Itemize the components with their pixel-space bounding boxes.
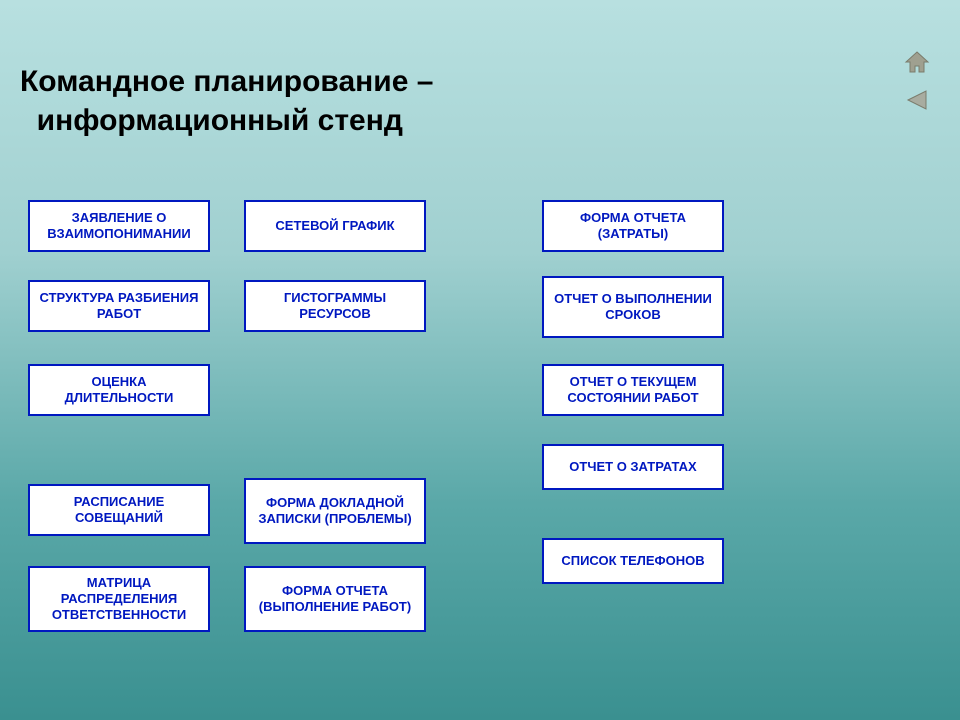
box-label: ОТЧЕТ О ЗАТРАТАХ (569, 459, 696, 475)
box-label: ОЦЕНКА ДЛИТЕЛЬНОСТИ (36, 374, 202, 407)
box-label: СЕТЕВОЙ ГРАФИК (275, 218, 394, 234)
box-duration-estimate[interactable]: ОЦЕНКА ДЛИТЕЛЬНОСТИ (28, 364, 210, 416)
box-label: ФОРМА ОТЧЕТА (ВЫПОЛНЕНИЕ РАБОТ) (252, 583, 418, 616)
title-line-2: информационный стенд (37, 104, 403, 137)
box-label: ГИСТОГРАММЫ РЕСУРСОВ (252, 290, 418, 323)
box-deadline-report[interactable]: ОТЧЕТ О ВЫПОЛНЕНИИ СРОКОВ (542, 276, 724, 338)
box-label: РАСПИСАНИЕ СОВЕЩАНИЙ (36, 494, 202, 527)
box-label: ОТЧЕТ О ВЫПОЛНЕНИИ СРОКОВ (550, 291, 716, 324)
title-line-1: Командное планирование – (20, 65, 433, 98)
box-label: МАТРИЦА РАСПРЕДЕЛЕНИЯ ОТВЕТСТВЕННОСТИ (36, 575, 202, 624)
box-label: СТРУКТУРА РАЗБИЕНИЯ РАБОТ (36, 290, 202, 323)
box-network-chart[interactable]: СЕТЕВОЙ ГРАФИК (244, 200, 426, 252)
nav-icons (902, 48, 932, 114)
box-cost-report[interactable]: ОТЧЕТ О ЗАТРАТАХ (542, 444, 724, 490)
box-label: ФОРМА ОТЧЕТА (ЗАТРАТЫ) (550, 210, 716, 243)
box-responsibility-matrix[interactable]: МАТРИЦА РАСПРЕДЕЛЕНИЯ ОТВЕТСТВЕННОСТИ (28, 566, 210, 632)
back-icon[interactable] (902, 86, 932, 114)
page-title: Командное планирование – информационный … (20, 62, 433, 140)
home-icon[interactable] (902, 48, 932, 76)
box-label: ФОРМА ДОКЛАДНОЙ ЗАПИСКИ (ПРОБЛЕМЫ) (252, 495, 418, 528)
box-meeting-schedule[interactable]: РАСПИСАНИЕ СОВЕЩАНИЙ (28, 484, 210, 536)
box-report-form-work[interactable]: ФОРМА ОТЧЕТА (ВЫПОЛНЕНИЕ РАБОТ) (244, 566, 426, 632)
box-label: ЗАЯВЛЕНИЕ О ВЗАИМОПОНИМАНИИ (36, 210, 202, 243)
box-label: СПИСОК ТЕЛЕФОНОВ (561, 553, 704, 569)
box-label: ОТЧЕТ О ТЕКУЩЕМ СОСТОЯНИИ РАБОТ (550, 374, 716, 407)
box-status-report[interactable]: ОТЧЕТ О ТЕКУЩЕМ СОСТОЯНИИ РАБОТ (542, 364, 724, 416)
box-memo-form-problems[interactable]: ФОРМА ДОКЛАДНОЙ ЗАПИСКИ (ПРОБЛЕМЫ) (244, 478, 426, 544)
box-work-breakdown[interactable]: СТРУКТУРА РАЗБИЕНИЯ РАБОТ (28, 280, 210, 332)
box-phone-list[interactable]: СПИСОК ТЕЛЕФОНОВ (542, 538, 724, 584)
box-statement-understanding[interactable]: ЗАЯВЛЕНИЕ О ВЗАИМОПОНИМАНИИ (28, 200, 210, 252)
box-resource-histograms[interactable]: ГИСТОГРАММЫ РЕСУРСОВ (244, 280, 426, 332)
box-report-form-costs[interactable]: ФОРМА ОТЧЕТА (ЗАТРАТЫ) (542, 200, 724, 252)
